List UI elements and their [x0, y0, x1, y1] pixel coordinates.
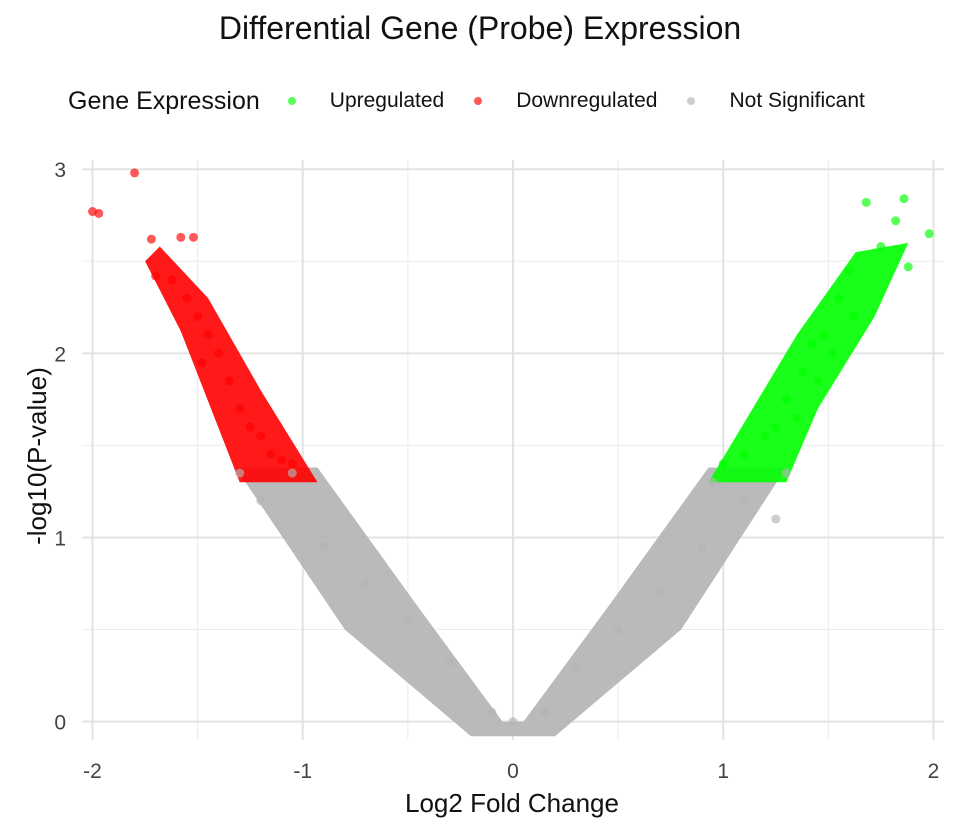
upregulated-cloud — [708, 242, 909, 483]
y-tick-label: 2 — [54, 343, 66, 366]
downregulated-point — [224, 376, 234, 386]
not-significant-point — [771, 514, 781, 524]
upregulated-point — [899, 194, 909, 204]
upregulated-point — [828, 348, 838, 358]
legend-title: Gene Expression — [68, 86, 260, 115]
not-significant-point — [445, 658, 455, 668]
downregulated-point — [214, 348, 224, 358]
not-significant-point — [655, 588, 665, 598]
not-significant-point — [781, 468, 791, 478]
legend-label-downregulated: Downregulated — [516, 89, 658, 112]
not-significant-point — [403, 615, 413, 625]
upregulated-point — [849, 312, 859, 322]
upregulated-point — [798, 367, 808, 377]
not-significant-point — [235, 468, 245, 478]
upregulated-point — [861, 197, 871, 207]
downregulated-point — [176, 232, 186, 242]
upregulated-point — [844, 265, 854, 275]
not-significant-point — [361, 578, 371, 588]
downregulated-point — [130, 168, 140, 178]
x-tick-label: -2 — [83, 760, 102, 783]
upregulated-point — [807, 339, 817, 349]
downregulated-point — [287, 459, 297, 469]
upregulated-point — [819, 330, 829, 340]
not-significant-point — [613, 625, 623, 635]
x-tick-label: 0 — [507, 760, 519, 783]
legend: Gene Expression Upregulated Downregulate… — [68, 84, 895, 118]
not-significant-point — [697, 542, 707, 552]
downregulated-point — [235, 404, 245, 414]
downregulated-point — [266, 450, 276, 460]
upregulated-point — [891, 216, 901, 226]
not-significant-point — [739, 496, 749, 506]
grid-lines — [82, 160, 944, 740]
downregulated-point — [146, 234, 156, 244]
x-tick-label: 2 — [928, 760, 940, 783]
not-significant-point — [708, 477, 718, 487]
legend-item-upregulated: Upregulated — [287, 89, 445, 113]
x-tick-label: 1 — [717, 760, 729, 783]
not-significant-point — [540, 707, 550, 717]
y-tick-label: 0 — [54, 712, 66, 735]
not-significant-point — [287, 468, 297, 478]
legend-key-upregulated — [287, 97, 296, 105]
downregulated-point — [151, 271, 161, 281]
upregulated-point — [739, 450, 749, 460]
y-tick-label: 3 — [54, 159, 66, 182]
legend-label-not-significant: Not Significant — [729, 89, 865, 112]
not-significant-point — [487, 707, 497, 717]
downregulated-point — [203, 330, 213, 340]
legend-key-not-significant — [687, 97, 696, 105]
legend-label-upregulated: Upregulated — [329, 89, 445, 112]
y-tick-label: 1 — [54, 527, 66, 550]
upregulated-point — [813, 376, 823, 386]
not-significant-point — [508, 717, 518, 727]
downregulated-point — [188, 232, 198, 242]
legend-item-downregulated: Downregulated — [474, 89, 657, 113]
downregulated-point — [256, 431, 266, 441]
not-significant-point — [571, 661, 581, 671]
upregulated-point — [834, 293, 844, 303]
tick-labels: -2 -1 0 1 2 0 1 2 3 — [54, 159, 939, 783]
x-axis-title: Log2 Fold Change — [405, 788, 619, 818]
downregulated-cloud — [145, 246, 318, 483]
upregulated-point — [718, 459, 728, 469]
downregulated-point — [167, 275, 177, 285]
downregulated-point — [277, 455, 287, 465]
not-significant-cloud — [235, 467, 787, 737]
chart-title: Differential Gene (Probe) Expression — [218, 10, 742, 46]
downregulated-point — [197, 358, 207, 368]
downregulated-point — [94, 208, 104, 218]
not-significant-point — [256, 496, 266, 506]
upregulated-point — [792, 413, 802, 423]
data-points — [88, 168, 934, 727]
not-significant-point — [319, 542, 329, 552]
upregulated-point — [771, 422, 781, 432]
legend-key-downregulated — [474, 97, 483, 105]
upregulated-point — [903, 262, 913, 272]
y-axis-title: -log10(P-value) — [22, 367, 52, 545]
downregulated-point — [193, 312, 203, 322]
point-clouds — [145, 242, 909, 737]
upregulated-point — [781, 394, 791, 404]
upregulated-point — [760, 431, 770, 441]
legend-item-not-significant: Not Significant — [687, 89, 865, 113]
upregulated-point — [876, 242, 886, 252]
upregulated-point — [924, 229, 934, 239]
x-tick-label: -1 — [293, 760, 312, 783]
downregulated-point — [245, 422, 255, 432]
downregulated-point — [182, 293, 192, 303]
